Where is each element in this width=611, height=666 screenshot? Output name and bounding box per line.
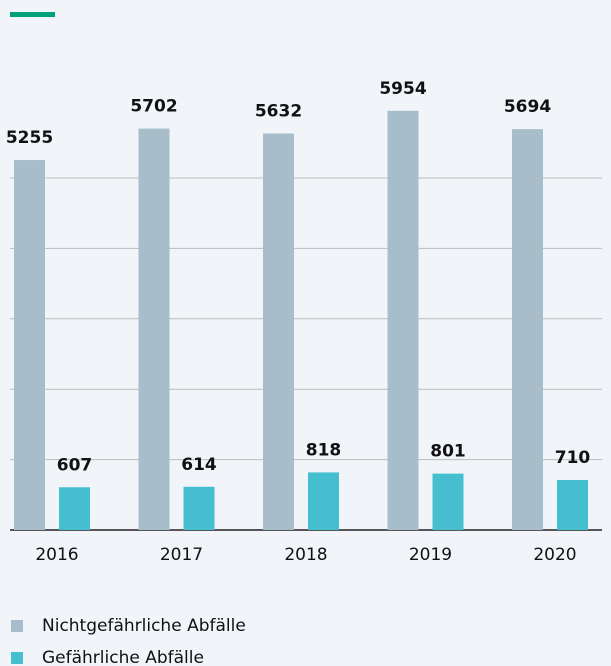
value-label: 5702 [130,97,177,117]
value-label: 710 [555,448,591,468]
bar [387,110,419,530]
x-tick-label: 2020 [533,545,576,565]
legend-label: Gefährliche Abfälle [42,648,204,666]
value-label: 5632 [255,102,302,122]
legend-swatch [11,652,23,664]
value-label: 5694 [504,97,551,117]
value-label: 5954 [379,79,426,99]
x-tick-label: 2018 [284,545,327,565]
bar [263,133,294,530]
x-tick-label: 2017 [160,545,203,565]
x-tick-label: 2019 [409,545,452,565]
legend-label: Nichtgefährliche Abfälle [42,616,246,636]
value-label: 607 [57,455,93,475]
bar [512,129,543,530]
bar [432,473,464,530]
value-label: 614 [181,455,217,475]
bar [14,160,45,530]
bar [557,480,588,530]
bar [183,486,215,530]
bar [308,472,339,530]
legend-swatch [11,620,23,632]
bar [59,487,90,530]
value-label: 818 [306,440,342,460]
value-label: 801 [430,442,466,462]
value-label: 5255 [6,128,53,148]
accent-bar [10,12,55,17]
x-tick-label: 2016 [35,545,78,565]
bar [138,128,170,530]
